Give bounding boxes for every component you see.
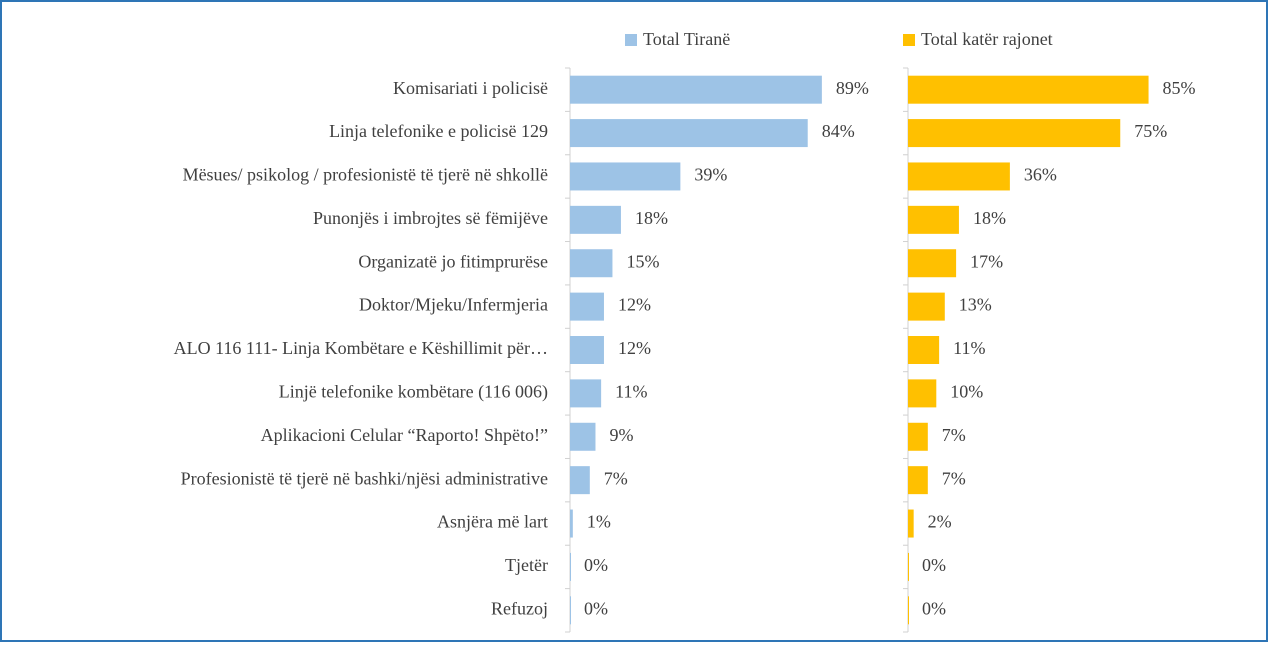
bar (570, 292, 604, 321)
legend-label: Total Tiranë (643, 29, 730, 49)
value-label: 7% (942, 468, 966, 488)
value-label: 9% (609, 425, 633, 445)
category-label: Refuzoj (491, 598, 548, 618)
bar (570, 162, 681, 191)
value-label: 75% (1134, 121, 1167, 141)
bar (570, 552, 571, 581)
value-label: 10% (950, 382, 983, 402)
bar (908, 75, 1149, 104)
category-label: Asnjëra më lart (437, 512, 548, 532)
legend-label: Total katër rajonet (921, 29, 1053, 49)
bar (908, 422, 928, 451)
category-label: Linja telefonike e policisë 129 (329, 121, 548, 141)
bar (570, 509, 573, 538)
category-label: Doktor/Mjeku/Infermjeria (359, 295, 548, 315)
value-label: 15% (626, 251, 659, 271)
bar (908, 119, 1121, 148)
value-label: 0% (584, 555, 608, 575)
category-label: Punonjës i imbrojtes së fëmijëve (313, 208, 548, 228)
value-label: 17% (970, 251, 1003, 271)
bar (570, 336, 604, 364)
category-label: Profesionistë të tjerë në bashki/njësi a… (181, 468, 548, 488)
value-label: 7% (604, 468, 628, 488)
bar (570, 379, 602, 408)
category-label: Mësues/ psikolog / profesionistë të tjer… (183, 165, 548, 185)
legend-swatch (903, 34, 915, 46)
bar (908, 336, 940, 364)
value-label: 7% (942, 425, 966, 445)
category-label: Aplikacioni Celular “Raporto! Shpëto!” (261, 425, 548, 445)
bar (570, 422, 596, 451)
bar (908, 379, 937, 408)
bar (908, 509, 914, 538)
value-label: 89% (836, 78, 869, 98)
value-label: 85% (1163, 78, 1196, 98)
bar (570, 205, 621, 234)
bar (908, 466, 928, 495)
category-label: Organizatë jo fitimprurëse (358, 251, 548, 271)
value-label: 39% (694, 165, 727, 185)
value-label: 36% (1024, 165, 1057, 185)
value-label: 12% (618, 338, 651, 358)
bar (908, 292, 945, 321)
legend-swatch (625, 34, 637, 46)
value-label: 11% (953, 338, 985, 358)
bar (570, 249, 613, 278)
category-label: Komisariati i policisë (393, 78, 548, 98)
bar (908, 596, 909, 625)
category-label: Linjë telefonike kombëtare (116 006) (279, 382, 548, 403)
category-label: ALO 116 111- Linja Kombëtare e Këshillim… (174, 338, 548, 358)
value-label: 18% (973, 208, 1006, 228)
value-label: 0% (922, 555, 946, 575)
bar (908, 552, 909, 581)
value-label: 13% (959, 295, 992, 315)
value-label: 0% (584, 598, 608, 618)
value-label: 12% (618, 295, 651, 315)
category-label: Tjetër (505, 555, 548, 575)
value-label: 1% (587, 512, 611, 532)
bar (570, 119, 808, 148)
bar (908, 162, 1010, 191)
value-label: 0% (922, 598, 946, 618)
value-label: 84% (822, 121, 855, 141)
bar (570, 75, 822, 104)
value-label: 11% (615, 382, 647, 402)
bar (570, 596, 571, 625)
bar (908, 249, 957, 278)
bar (570, 466, 590, 495)
value-label: 18% (635, 208, 668, 228)
value-label: 2% (928, 512, 952, 532)
bar (908, 205, 959, 234)
